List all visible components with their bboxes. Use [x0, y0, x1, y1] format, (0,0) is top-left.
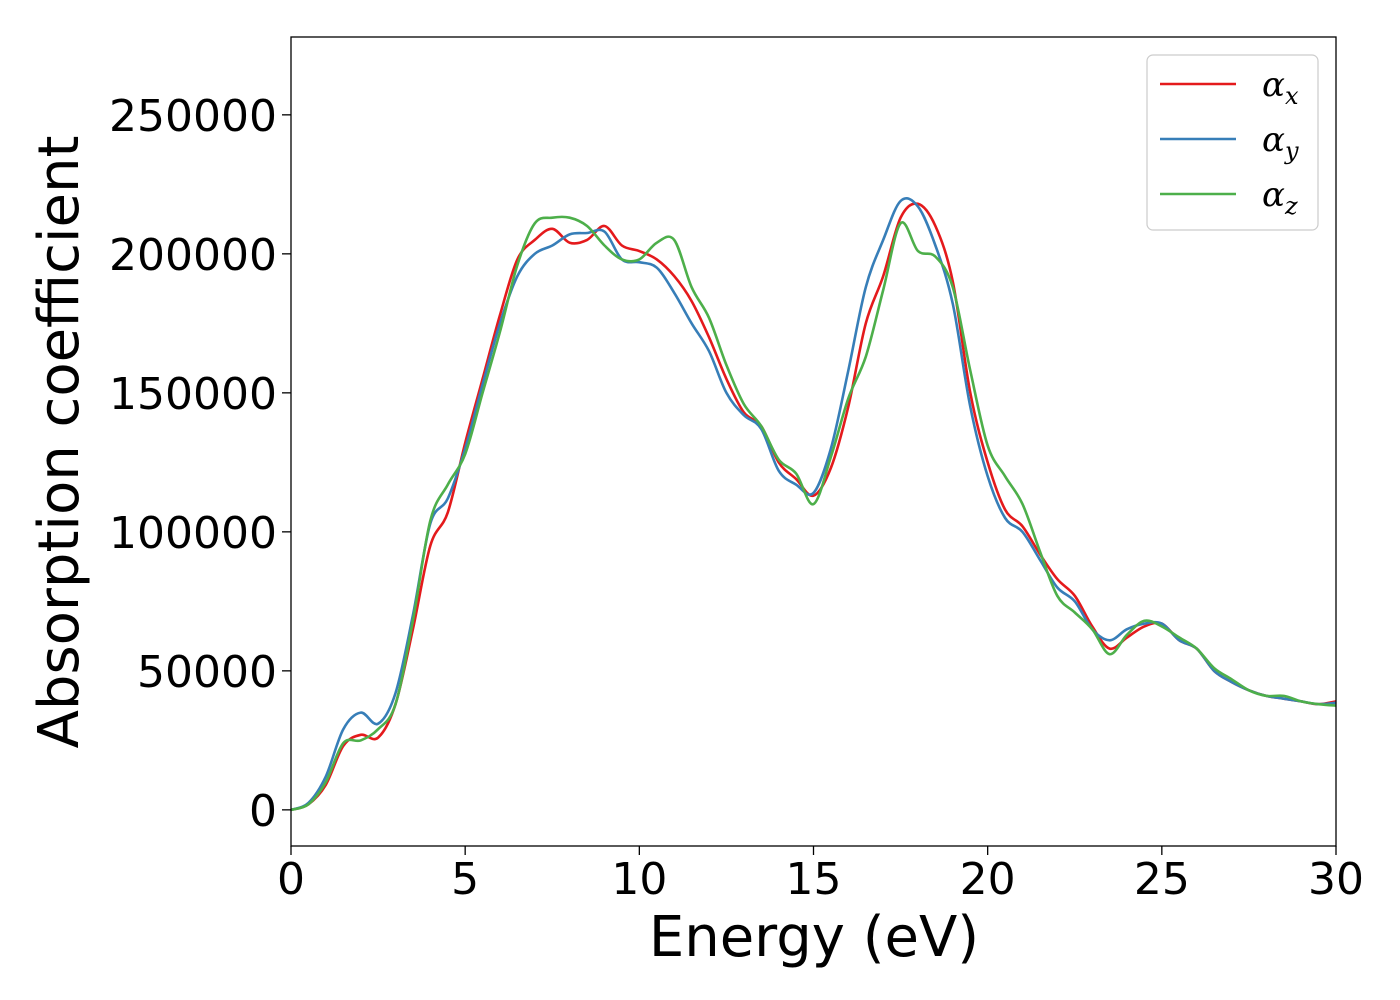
- legend-label-x: αx: [1262, 65, 1299, 110]
- plot-area: [290, 36, 1337, 847]
- x-axis-ticks: 0 5 10 15 20 25 30: [277, 846, 1364, 905]
- series-line-y: [290, 197, 1337, 812]
- x-tick-label: 0: [277, 854, 305, 905]
- y-axis-label: Absorption coefficient: [27, 136, 92, 749]
- series-line-z: [290, 215, 1337, 812]
- x-tick-label: 25: [1134, 854, 1190, 905]
- legend-label-z: αz: [1262, 175, 1298, 220]
- y-tick-label: 150000: [109, 369, 277, 420]
- y-tick-label: 100000: [109, 508, 277, 559]
- legend-box: [1146, 54, 1319, 231]
- x-tick-label: 30: [1308, 854, 1364, 905]
- x-tick-label: 15: [786, 854, 842, 905]
- x-axis-label: Energy (eV): [649, 905, 979, 970]
- x-tick-label: 10: [611, 854, 667, 905]
- y-tick-label: 200000: [109, 230, 277, 281]
- y-tick-label: 50000: [137, 647, 277, 698]
- x-tick-label: 20: [960, 854, 1016, 905]
- x-tick-label: 5: [451, 854, 479, 905]
- y-tick-label: 250000: [109, 91, 277, 142]
- y-tick-label: 0: [249, 786, 277, 837]
- legend: αx αy αz: [1146, 54, 1319, 231]
- y-axis-ticks: 0 50000 100000 150000 200000 250000: [109, 91, 291, 837]
- legend-label-y: αy: [1262, 120, 1299, 165]
